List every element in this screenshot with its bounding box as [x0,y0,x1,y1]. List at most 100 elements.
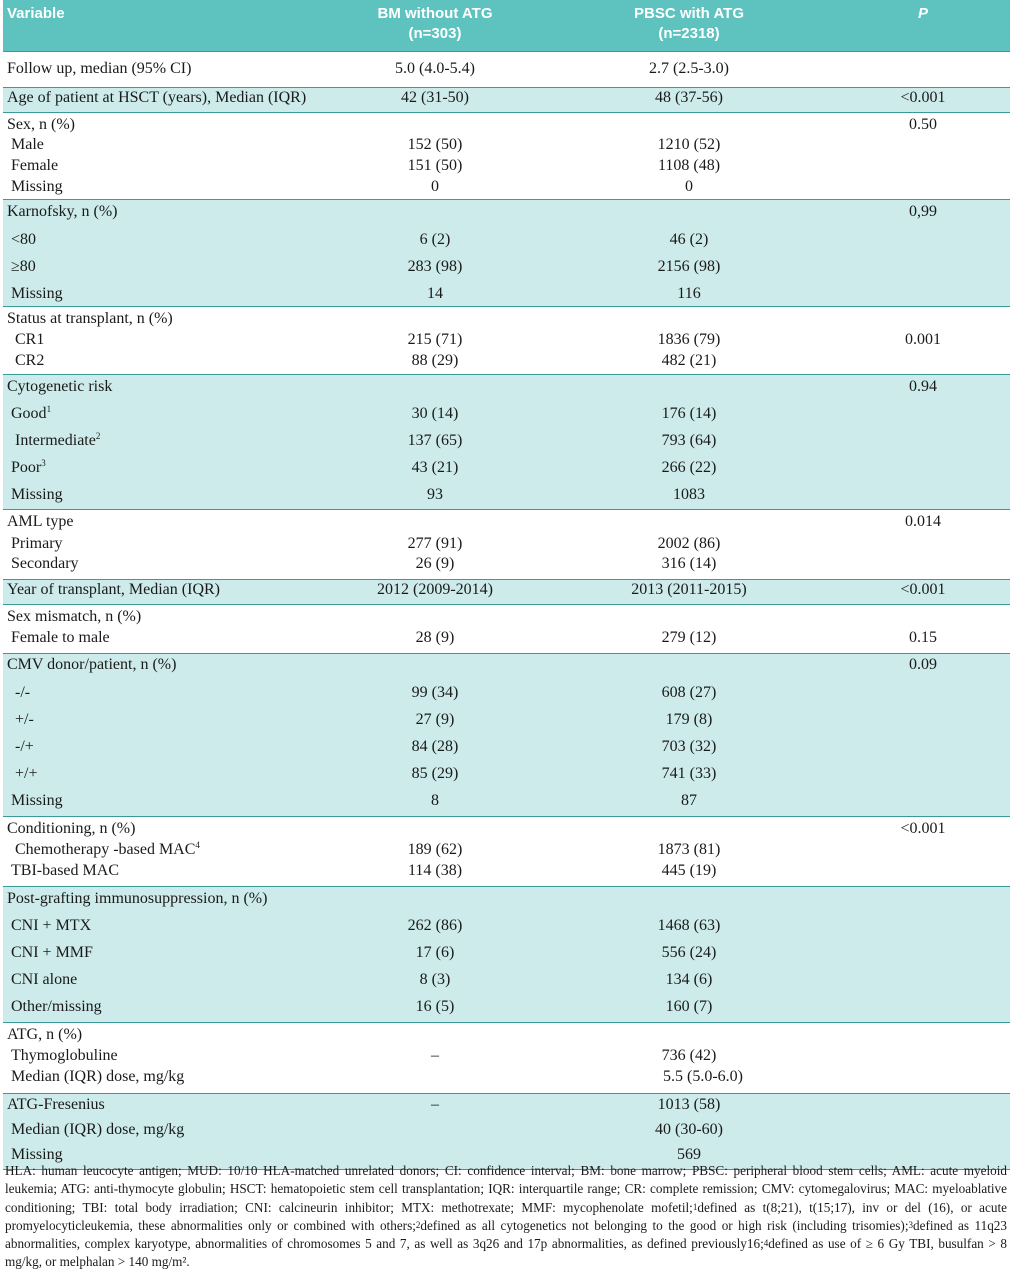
p-value: 0.001 [905,331,941,348]
bm-value: 84 (28) [411,738,459,755]
row-label: Poor3 [11,458,46,476]
pbsc-value: 87 [681,792,697,809]
header-pbsc-n: (n=2318) [658,25,720,42]
pbsc-value: 2.7 (2.5-3.0) [649,60,729,77]
bm-value: 88 (29) [411,352,459,369]
p-value: 0.94 [909,378,937,395]
row-label: Chemotherapy -based MAC4 [15,840,200,858]
header-variable: Variable [7,5,65,22]
row-label: AML type [7,513,74,530]
p-value: 0.50 [909,116,937,133]
row-label: ATG-Fresenius [7,1096,105,1113]
bm-value: 85 (29) [411,765,459,782]
row-label: ≥80 [11,258,36,275]
bm-value: 215 (71) [407,331,463,348]
group-post-grafting: Post-grafting immunosuppression, n (%) C… [3,887,1010,1023]
bm-value: 28 (9) [415,629,455,646]
pbsc-value: 445 (19) [661,862,717,879]
pbsc-value: 48 (37-56) [655,89,723,106]
bm-value: – [431,1096,439,1113]
pbsc-value: 569 [677,1146,701,1163]
row-label: +/- [15,711,34,728]
pbsc-value: 316 (14) [661,555,717,572]
row-label: Missing [11,1146,63,1163]
header-pbsc: PBSC with ATG (n=2318) [609,4,769,44]
baseline-characteristics-table: Variable BM without ATG (n=303) PBSC wit… [3,0,1010,1170]
pbsc-value: 1468 (63) [657,917,721,934]
bm-value: 43 (21) [411,459,459,476]
bm-value: 16 (5) [415,998,455,1015]
bm-value: 262 (86) [407,917,463,934]
bm-value: 2012 (2009-2014) [377,581,493,598]
bm-value: 42 (31-50) [401,89,469,106]
row-label: Median (IQR) dose, mg/kg [11,1121,185,1138]
bm-value: 151 (50) [407,157,463,174]
pbsc-value: 1873 (81) [657,841,721,858]
group-aml-type: AML type 0.014 Primary 277 (91) 2002 (86… [3,510,1010,580]
row-label: Status at transplant, n (%) [7,310,173,327]
row-label: Primary [11,535,63,552]
bm-value: 14 [427,285,443,302]
pbsc-value: 703 (32) [661,738,717,755]
row-label: Other/missing [11,998,102,1015]
table-header: Variable BM without ATG (n=303) PBSC wit… [3,0,1010,52]
row-label: Male [11,136,44,153]
row-label: Thymoglobuline [11,1047,118,1064]
header-bm-n: (n=303) [408,25,462,42]
group-age: Age of patient at HSCT (years), Median (… [3,88,1010,113]
header-bm: BM without ATG (n=303) [355,4,515,44]
pbsc-value: 5.5 (5.0-6.0) [663,1068,743,1085]
row-label: CR1 [15,331,45,348]
row-label: Cytogenetic risk [7,378,113,395]
pbsc-value: 279 (12) [661,629,717,646]
pbsc-value: 1013 (58) [657,1096,721,1113]
group-karnofsky: Karnofsky, n (%) 0,99 <80 6 (2) 46 (2) ≥… [3,200,1010,307]
row-label: Post-grafting immunosuppression, n (%) [7,890,268,907]
row-label: Missing [11,178,63,195]
group-cmv: CMV donor/patient, n (%) 0.09 -/- 99 (34… [3,654,1010,817]
group-cytogenetic: Cytogenetic risk 0.94 Good1 30 (14) 176 … [3,375,1010,510]
p-value: <0.001 [900,89,946,106]
p-value: <0.001 [900,581,946,598]
bm-value: 137 (65) [407,432,463,449]
pbsc-value: 160 (7) [665,998,713,1015]
pbsc-value: 2013 (2011-2015) [631,581,747,598]
bm-value: 8 (3) [419,971,451,988]
header-pbsc-title: PBSC with ATG [634,5,744,22]
bm-value: 26 (9) [415,555,455,572]
bm-value: 277 (91) [407,535,463,552]
row-label: Female to male [11,629,110,646]
row-label: Conditioning, n (%) [7,820,136,837]
pbsc-value: 736 (42) [661,1047,717,1064]
pbsc-value: 556 (24) [661,944,717,961]
group-atg: ATG, n (%) Thymoglobuline – 736 (42) Med… [3,1023,1010,1094]
pbsc-value: 608 (27) [661,684,717,701]
group-atg-fresenius: ATG-Fresenius – 1013 (58) Median (IQR) d… [3,1094,1010,1170]
pbsc-value: 1083 [673,486,705,503]
row-label: CNI + MMF [11,944,93,961]
bm-value: 99 (34) [411,684,459,701]
row-label: Karnofsky, n (%) [7,203,118,220]
bm-value: 114 (38) [407,862,463,879]
row-label: Sex, n (%) [7,116,75,133]
bm-value: 6 (2) [419,231,451,248]
header-bm-title: BM without ATG [377,5,493,22]
bm-value: 8 [431,792,439,809]
row-label: Age of patient at HSCT (years), Median (… [7,89,307,106]
pbsc-value: 46 (2) [669,231,709,248]
group-status: Status at transplant, n (%) CR1 215 (71)… [3,307,1010,375]
row-label: CNI + MTX [11,917,92,934]
p-value: 0.15 [909,629,937,646]
pbsc-value: 266 (22) [661,459,717,476]
pbsc-value: 2002 (86) [657,535,721,552]
p-value: 0.014 [905,513,941,530]
pbsc-value: 40 (30-60) [655,1121,723,1138]
row-label: Missing [11,486,63,503]
row-label: <80 [11,231,37,248]
pbsc-value: 793 (64) [661,432,717,449]
group-year: Year of transplant, Median (IQR) 2012 (2… [3,580,1010,605]
row-label: ATG, n (%) [7,1026,83,1043]
pbsc-value: 741 (33) [661,765,717,782]
pbsc-value: 1210 (52) [657,136,721,153]
p-value: 0,99 [909,203,937,220]
